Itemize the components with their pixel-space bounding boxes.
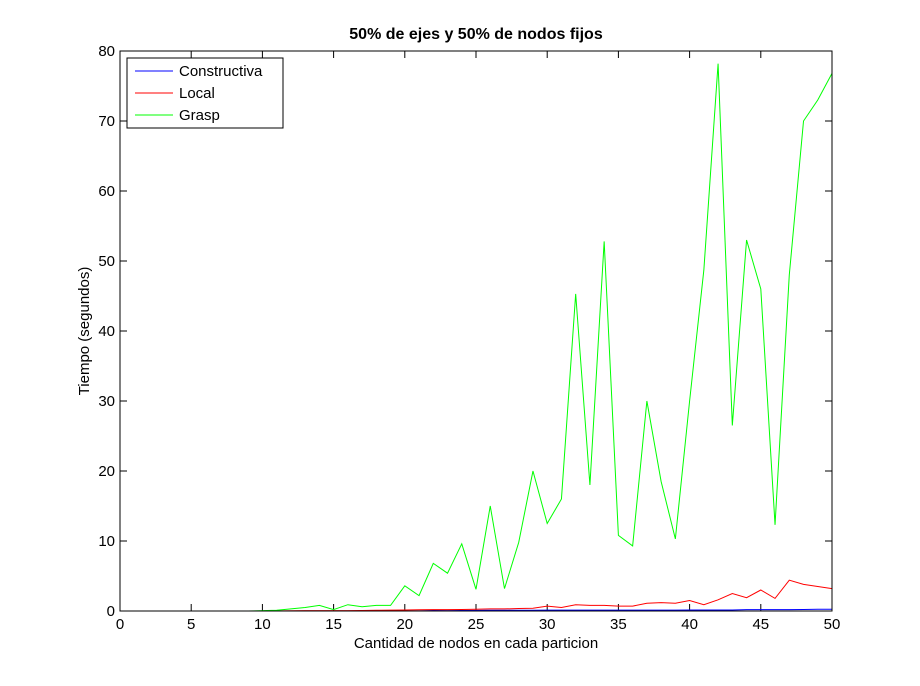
y-tick-label: 50 bbox=[98, 253, 115, 270]
x-tick-label: 5 bbox=[187, 616, 195, 633]
x-tick-label: 20 bbox=[396, 616, 413, 633]
x-tick-label: 35 bbox=[610, 616, 627, 633]
y-tick-label: 40 bbox=[98, 323, 115, 340]
x-tick-label: 40 bbox=[681, 616, 698, 633]
legend-label: Local bbox=[179, 85, 215, 102]
legend-label: Constructiva bbox=[179, 63, 263, 80]
y-tick-label: 70 bbox=[98, 113, 115, 130]
x-tick-label: 10 bbox=[254, 616, 271, 633]
y-tick-label: 0 bbox=[107, 603, 115, 620]
x-tick-label: 50 bbox=[824, 616, 841, 633]
x-axis-ticks: 0 5 10 15 20 25 30 35 40 45 50 bbox=[116, 51, 841, 633]
series-line-grasp bbox=[148, 63, 833, 612]
legend-box bbox=[126, 57, 284, 129]
chart-title: 50% de ejes y 50% de nodos fijos bbox=[349, 26, 603, 43]
y-tick-label: 30 bbox=[98, 393, 115, 410]
legend: Constructiva Local Grasp bbox=[126, 57, 284, 129]
y-tick-label: 20 bbox=[98, 463, 115, 480]
plot-border bbox=[119, 50, 833, 612]
y-axis-label: Tiempo (segundos) bbox=[76, 267, 93, 396]
legend-label: Grasp bbox=[179, 107, 220, 124]
series-line-local bbox=[148, 579, 833, 612]
x-tick-label: 15 bbox=[325, 616, 342, 633]
x-axis-label: Cantidad de nodos en cada particion bbox=[354, 635, 598, 652]
x-tick-label: 0 bbox=[116, 616, 124, 633]
y-tick-label: 10 bbox=[98, 533, 115, 550]
x-tick-label: 45 bbox=[752, 616, 769, 633]
y-axis-ticks: 0 10 20 30 40 50 60 70 80 bbox=[98, 43, 832, 620]
series-lines bbox=[148, 63, 833, 612]
y-tick-label: 80 bbox=[98, 43, 115, 60]
y-tick-label: 60 bbox=[98, 183, 115, 200]
x-tick-label: 30 bbox=[539, 616, 556, 633]
x-tick-label: 25 bbox=[468, 616, 485, 633]
